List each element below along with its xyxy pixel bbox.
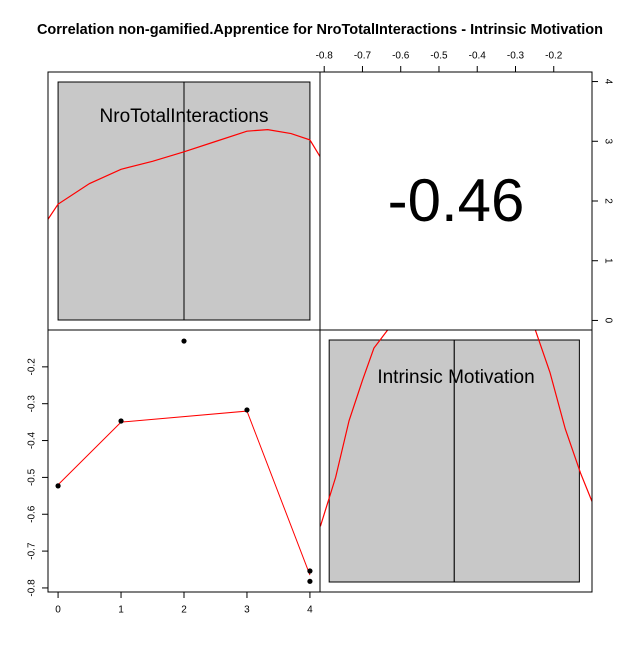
x-tick-label: -0.7 (354, 51, 372, 62)
density-curve (320, 330, 592, 527)
y-tick-label: -0.3 (27, 395, 38, 413)
y-tick-label: 1 (602, 258, 613, 264)
y-tick-label: -0.7 (27, 542, 38, 560)
x-tick-label: 3 (244, 605, 250, 616)
panels: 0 0 1 1 2 2 3 3 4 4 -0.8 -0.8 -0.7 -0.7 -0.6 -0.6 -0.5 -0… (27, 51, 614, 616)
density-curve (48, 128, 320, 220)
y-tick-label: -0.4 (27, 431, 38, 449)
y-tick-label: 0 (602, 318, 613, 324)
point (55, 483, 61, 489)
hist-bar (57, 81, 185, 321)
y-tick-label: 3 (602, 138, 613, 144)
y-tick-label: -0.8 (27, 579, 38, 597)
y-tick-label: -0.5 (27, 468, 38, 486)
point (307, 578, 313, 584)
hist-bar (453, 339, 580, 583)
x-tick-label: -0.8 (316, 51, 334, 62)
x-tick-label: -0.4 (469, 51, 487, 62)
y-tick-label: -0.6 (27, 505, 38, 523)
x-tick-label: 4 (307, 605, 313, 616)
x-tick-label: -0.6 (392, 51, 410, 62)
x-tick-label: 2 (181, 605, 187, 616)
x-tick-label: 1 (118, 605, 124, 616)
point (307, 568, 313, 574)
variable-label: NroTotalInteractions (100, 106, 269, 127)
chart-title: Correlation non-gamified.Apprentice for … (37, 22, 603, 38)
correlation: -0.46 (388, 167, 525, 234)
variable-label: Intrinsic Motivation (377, 367, 534, 388)
point (181, 338, 187, 344)
y-tick-label: 4 (602, 79, 613, 85)
hist-bar (183, 81, 311, 321)
point (244, 407, 250, 413)
y-tick-label: 2 (602, 198, 613, 204)
x-tick-label: -0.3 (507, 51, 525, 62)
x-tick-label: 0 (55, 605, 61, 616)
fit-line (57, 410, 311, 576)
x-tick-label: -0.2 (545, 51, 563, 62)
y-tick-label: -0.2 (27, 358, 38, 376)
point (118, 418, 124, 424)
x-tick-label: -0.5 (430, 51, 448, 62)
